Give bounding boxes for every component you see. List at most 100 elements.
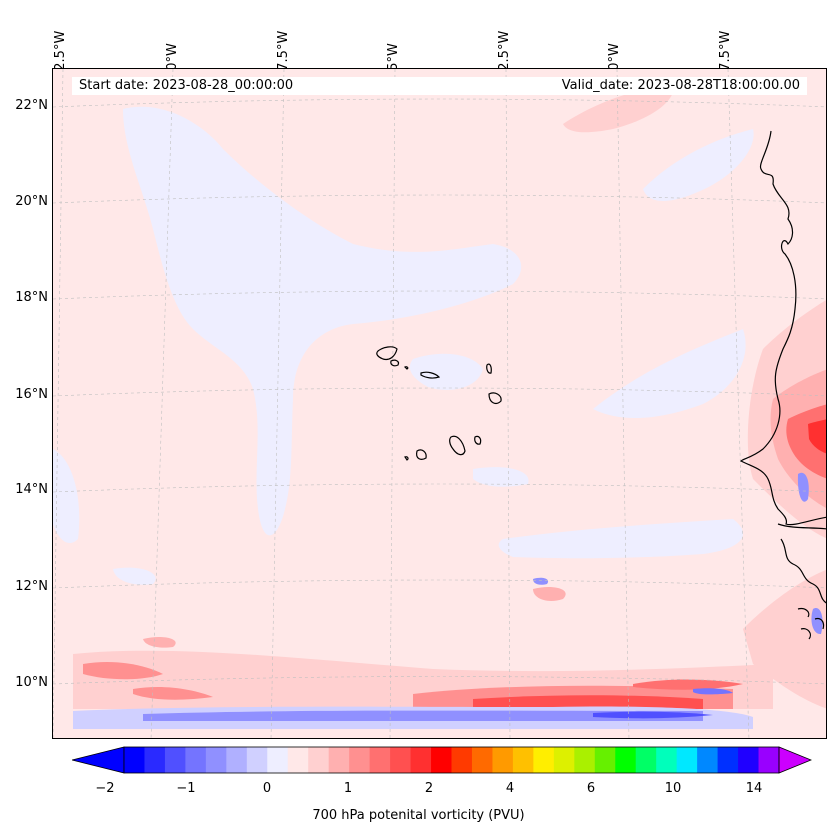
colorbar-segment: [369, 747, 391, 773]
gridline-lon-22-5: [505, 69, 511, 738]
colorbar-segment: [410, 747, 432, 773]
gridline-lon-27-5: [270, 69, 285, 738]
colorbar-segment: [308, 747, 330, 773]
colorbar-segment: [431, 747, 452, 773]
colorbar-segment: [533, 747, 555, 773]
pv-contour-map: [53, 69, 826, 738]
positive-band-west-2: [133, 686, 213, 700]
negative-pv-band-south: [73, 472, 823, 729]
lat-label-12n: 12°N: [15, 579, 48, 594]
gridline-lat-18: [53, 290, 826, 300]
negative-region-sw: [113, 567, 156, 585]
negative-region-cvshadow: [473, 467, 529, 487]
colorbar-segment: [205, 747, 227, 773]
blue-spot-se: [811, 608, 823, 635]
island-sao-nicolau: [420, 371, 441, 379]
colorbar-segment: [328, 747, 350, 773]
colorbar-segment: [492, 747, 514, 773]
island-maio: [474, 435, 482, 445]
negative-region-ne: [643, 129, 754, 201]
colorbar-segment: [656, 747, 678, 773]
colorbar-segment: [451, 747, 473, 773]
lat-label-18n: 18°N: [15, 290, 48, 305]
blue-spot-east: [797, 472, 809, 502]
positive-region-east-4: [808, 419, 826, 454]
coastline-guinea: [780, 538, 826, 604]
gridline-lon-20: [616, 69, 630, 738]
gridline-lon-17-5: [727, 69, 750, 738]
cb-tick-2: 2: [424, 781, 434, 796]
lat-label-10n: 10°N: [15, 675, 48, 690]
colorbar-segment: [349, 747, 371, 773]
negative-region-south: [498, 519, 743, 559]
positive-blob-middle: [533, 587, 566, 601]
gridline-lat-12: [53, 579, 826, 589]
colorbar-segment: [390, 747, 412, 773]
negative-pv-regions: [53, 106, 754, 585]
lat-label-14n: 14°N: [15, 482, 48, 497]
colorbar-segment: [144, 747, 166, 773]
blue-spot-mid: [533, 577, 549, 585]
gridline-lat-10: [53, 676, 826, 685]
colorbar-segment: [124, 747, 145, 773]
map-frame: [52, 68, 827, 739]
cb-tick-14: 14: [745, 781, 763, 796]
gridline-lat-20: [53, 194, 826, 204]
colorbar-segment: [185, 747, 207, 773]
coastline-islands-bissau: [797, 607, 825, 640]
island-santa-luzia: [403, 366, 409, 370]
colorbar-segment: [287, 747, 309, 773]
colorbar-segment: [697, 747, 719, 773]
colorbar-segment: [738, 747, 760, 773]
colorbar-segment: [676, 747, 698, 773]
colorbar-segment: [635, 747, 657, 773]
coastline: [739, 130, 826, 640]
start-date-label: Start date: 2023-08-28_00:00:00: [79, 78, 294, 93]
island-brava: [404, 456, 409, 461]
island-boa-vista: [488, 392, 502, 404]
negative-region-east: [593, 329, 746, 419]
cape-verde-islands: [376, 346, 502, 461]
gridline-lon-30: [150, 69, 174, 738]
colorbar-segment: [226, 747, 248, 773]
cb-tick-6: 6: [586, 781, 596, 796]
coastline-gambia: [777, 523, 826, 530]
colorbar-segment: [594, 747, 616, 773]
positive-band-south-3: [473, 695, 703, 709]
negative-region-center: [409, 353, 483, 390]
colorbar-extend-low: [72, 746, 125, 774]
colorbar: [72, 746, 812, 774]
blue-band-inner: [593, 711, 713, 719]
positive-region-se: [743, 569, 826, 709]
cb-tick-neg2: −2: [95, 781, 115, 796]
island-fogo: [416, 449, 427, 460]
coastline-africa: [739, 130, 826, 526]
island-sal: [486, 363, 492, 374]
date-bar: Start date: 2023-08-28_00:00:00 Valid_da…: [72, 77, 807, 95]
valid-date-label: Valid_date: 2023-08-28T18:00:00.00: [561, 78, 800, 93]
cb-tick-4: 4: [505, 781, 515, 796]
island-sao-vicente: [390, 359, 400, 367]
positive-blob-west: [143, 636, 176, 648]
gridline-lat-16: [53, 387, 826, 397]
cb-tick-neg1: −1: [176, 781, 196, 796]
cb-tick-10: 10: [664, 781, 682, 796]
colorbar-label: 700 hPa potenital vorticity (PVU): [312, 808, 525, 823]
colorbar-segment: [574, 747, 596, 773]
gridline-lat-22: [53, 98, 826, 108]
colorbar-segment: [553, 747, 575, 773]
positive-region-ne: [563, 84, 674, 133]
lat-label-20n: 20°N: [15, 194, 48, 209]
gridline-lat-14: [53, 483, 826, 493]
colorbar-segment: [717, 747, 739, 773]
colorbar-segment: [758, 747, 780, 773]
island-santo-antao: [376, 346, 398, 361]
gridline-lon-25: [389, 69, 396, 738]
colorbar-segment: [615, 747, 637, 773]
lat-label-16n: 16°N: [15, 387, 48, 402]
positive-band-east: [633, 679, 743, 690]
negative-region-west: [53, 449, 80, 544]
blue-band-mid: [143, 710, 703, 721]
cb-tick-0: 0: [262, 781, 272, 796]
colorbar-extend-high: [778, 746, 812, 774]
